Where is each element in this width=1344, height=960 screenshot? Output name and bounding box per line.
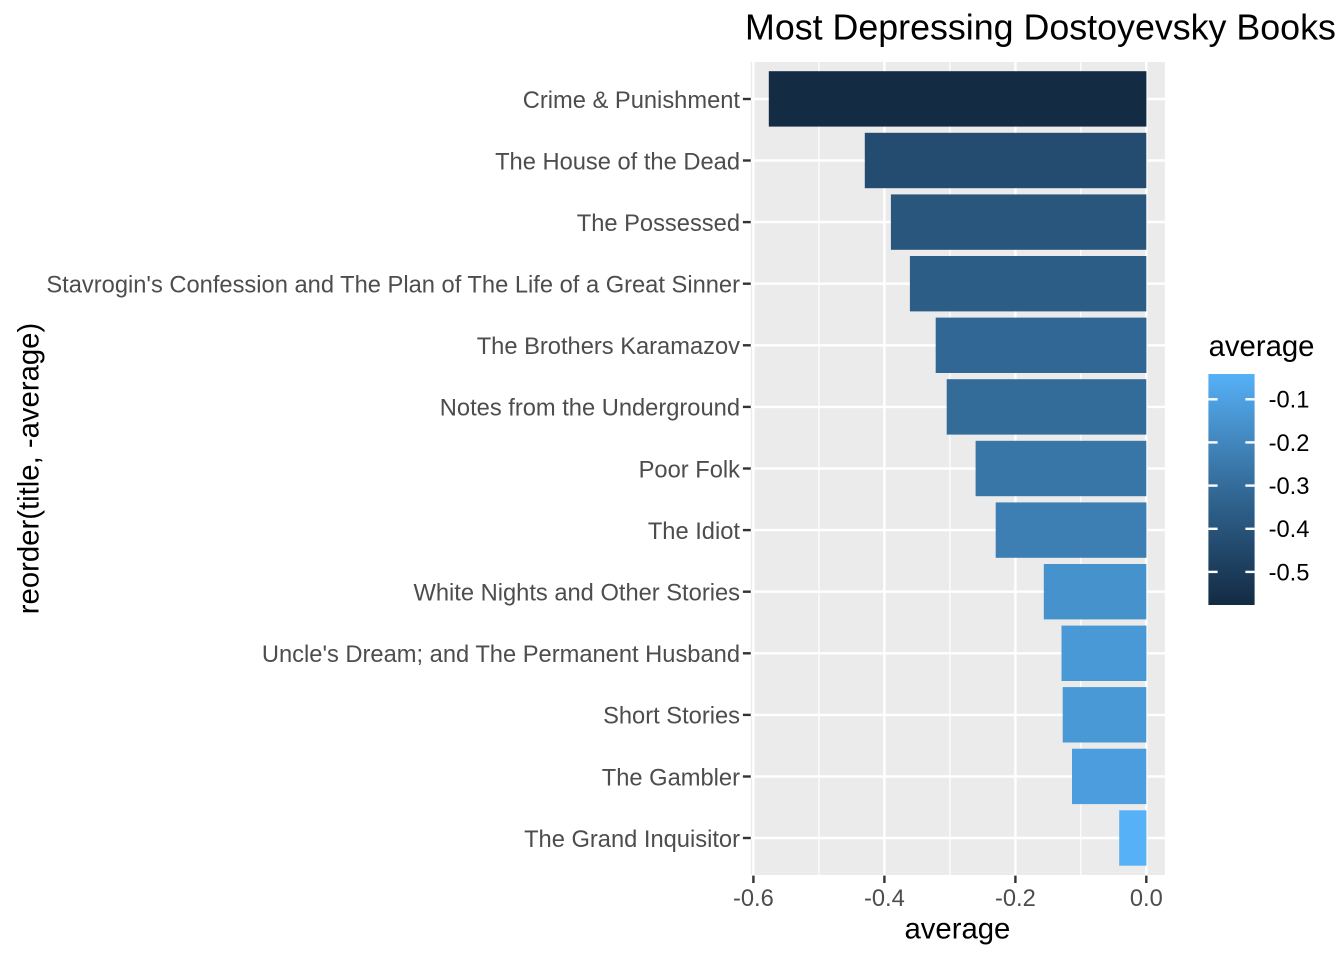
svg-text:The Brothers Karamazov: The Brothers Karamazov	[477, 334, 740, 360]
svg-text:0.0: 0.0	[1130, 886, 1163, 912]
svg-text:reorder(title, -average): reorder(title, -average)	[13, 323, 46, 614]
svg-text:Stavrogin's Confession and The: Stavrogin's Confession and The Plan of T…	[46, 273, 740, 299]
svg-text:Most Depressing Dostoyevsky Bo: Most Depressing Dostoyevsky Books	[745, 8, 1336, 48]
svg-text:The Grand Inquisitor: The Grand Inquisitor	[524, 827, 740, 853]
svg-text:The House of the Dead: The House of the Dead	[495, 149, 740, 175]
svg-text:-0.1: -0.1	[1269, 388, 1310, 414]
svg-text:Crime & Punishment: Crime & Punishment	[523, 88, 741, 114]
svg-text:Short Stories: Short Stories	[603, 704, 740, 730]
svg-text:-0.2: -0.2	[995, 886, 1036, 912]
svg-text:-0.6: -0.6	[733, 886, 774, 912]
svg-text:The Idiot: The Idiot	[648, 519, 741, 545]
svg-text:average: average	[1209, 330, 1315, 363]
svg-text:average: average	[904, 913, 1010, 946]
svg-text:-0.3: -0.3	[1269, 474, 1310, 500]
svg-text:Uncle's Dream; and The Permane: Uncle's Dream; and The Permanent Husband	[262, 642, 740, 668]
svg-text:White Nights and Other Stories: White Nights and Other Stories	[413, 581, 740, 607]
svg-text:Poor Folk: Poor Folk	[639, 457, 741, 483]
svg-text:-0.4: -0.4	[864, 886, 905, 912]
svg-text:Notes from the Underground: Notes from the Underground	[440, 396, 740, 422]
svg-text:The Gambler: The Gambler	[602, 765, 740, 791]
svg-text:-0.5: -0.5	[1269, 560, 1310, 586]
svg-text:The Possessed: The Possessed	[577, 211, 740, 237]
svg-text:-0.2: -0.2	[1269, 431, 1310, 457]
svg-text:-0.4: -0.4	[1269, 517, 1310, 543]
